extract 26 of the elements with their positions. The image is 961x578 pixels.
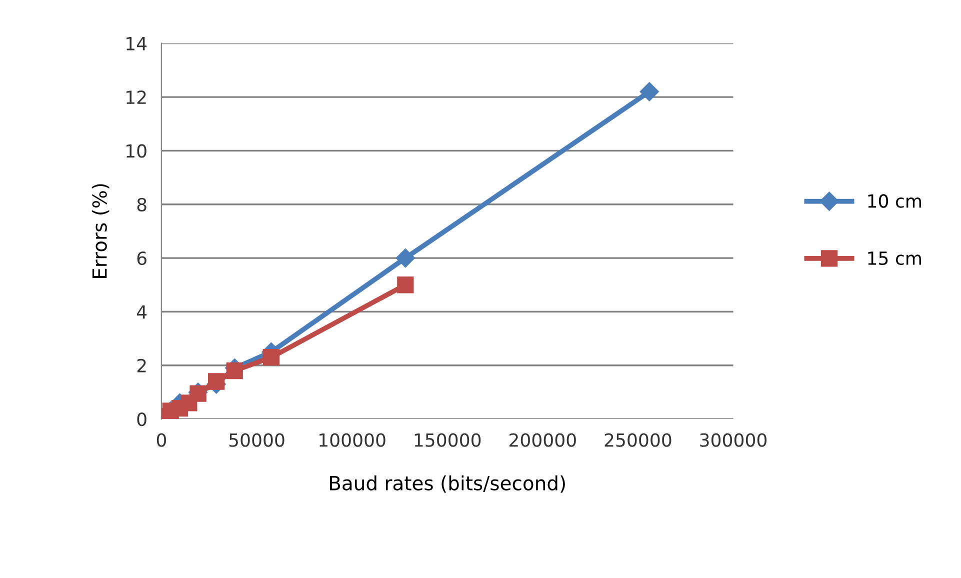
y-tick-label: 10 — [126, 144, 146, 158]
y-tick-label: 4 — [136, 305, 147, 319]
x-tick-label: 250000 — [604, 433, 672, 447]
x-axis-title: Baud rates (bits/second) — [330, 475, 565, 493]
point — [226, 362, 243, 380]
y-tick-label: 8 — [137, 198, 146, 212]
legend-label: 15 cm — [868, 252, 921, 266]
point — [208, 373, 225, 390]
x-tick-label: 150000 — [414, 433, 481, 447]
y-tick-label: 6 — [137, 251, 146, 266]
x-tick-label: 100000 — [320, 433, 386, 447]
point — [396, 248, 415, 268]
x-tick-label: 300000 — [700, 433, 767, 447]
legend-label: 10 cm — [868, 194, 921, 208]
y-tick-label: 12 — [126, 90, 146, 104]
point — [640, 82, 659, 102]
y-tick-label: 14 — [126, 37, 147, 50]
point — [190, 385, 206, 402]
x-tick-label: 50000 — [229, 433, 284, 447]
x-tick-label: 0 — [156, 433, 166, 447]
y-axis-title: Errors (%) — [92, 184, 110, 278]
y-tick-label: 0 — [137, 412, 146, 426]
point — [262, 348, 280, 366]
y-tick-label: 2 — [137, 358, 146, 372]
x-tick-label: 200000 — [510, 433, 576, 447]
point — [397, 276, 414, 294]
